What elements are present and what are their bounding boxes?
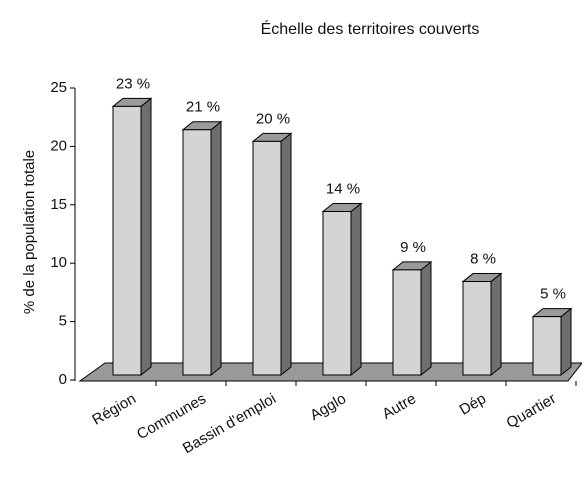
bar-side [490, 272, 502, 377]
bar-front [392, 269, 422, 376]
y-tick-label: 25 [50, 79, 67, 96]
bar-side [140, 97, 152, 377]
bar-side [560, 307, 572, 377]
chart-title: Échelle des territoires couverts [261, 19, 480, 38]
y-tick-label: 15 [50, 196, 67, 213]
bar-side [350, 202, 362, 377]
bar [321, 202, 363, 377]
value-label: 21 % [186, 99, 220, 116]
y-tick-label: 10 [50, 254, 67, 271]
value-label: 8 % [470, 251, 496, 268]
x-tick-label: Agglo [307, 390, 349, 424]
bar-front [112, 105, 142, 376]
bar [181, 120, 223, 377]
value-label: 5 % [540, 286, 566, 303]
x-tick-label: Quartier [504, 390, 559, 432]
x-tick-label: Autre [379, 390, 419, 423]
bar-front [322, 210, 352, 376]
y-axis-label: % de la population totale [21, 150, 38, 314]
bar-side [420, 260, 432, 377]
bar [461, 272, 503, 377]
bar-side [210, 120, 222, 377]
x-tick-label: Dép [457, 390, 489, 418]
value-label: 14 % [326, 180, 360, 197]
bar [391, 260, 433, 377]
value-label: 9 % [400, 239, 426, 256]
bar [111, 97, 153, 377]
bar [251, 132, 293, 377]
value-label: 20 % [256, 110, 290, 127]
bar-side [280, 132, 292, 377]
x-tick-label: Région [89, 390, 139, 428]
y-tick-label: 0 [59, 371, 67, 388]
bar-front [532, 316, 562, 376]
bar-front [252, 140, 282, 376]
bar-front [462, 281, 492, 376]
y-tick-label: 5 [59, 313, 67, 330]
value-label: 23 % [116, 75, 150, 92]
bar [531, 307, 573, 377]
y-tick-label: 20 [50, 137, 67, 154]
bar-front [182, 129, 212, 376]
